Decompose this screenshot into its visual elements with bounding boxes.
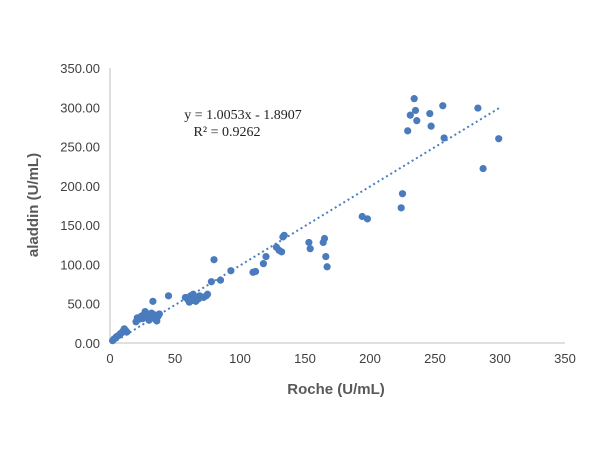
data-point xyxy=(262,252,270,261)
data-point xyxy=(411,106,420,115)
data-point xyxy=(322,252,330,261)
y-tick-label: 250.00 xyxy=(60,140,100,155)
y-tick-labels: 0.00 50.00 100.00 150.00 200.00 250.00 300.00 3… xyxy=(60,61,100,351)
y-tick-label: 350.00 xyxy=(60,61,100,76)
data-point xyxy=(426,109,434,118)
data-point xyxy=(323,263,331,271)
data-point xyxy=(410,95,418,103)
data-point xyxy=(474,104,482,112)
x-tick-label: 200 xyxy=(359,351,381,366)
y-tick-label: 0.00 xyxy=(75,336,100,351)
data-point xyxy=(363,215,371,223)
y-tick-label: 50.00 xyxy=(67,297,100,312)
data-point xyxy=(479,164,487,173)
data-point xyxy=(397,204,405,212)
data-point xyxy=(164,292,173,300)
data-point xyxy=(278,248,286,256)
data-point xyxy=(149,297,157,305)
data-points xyxy=(109,95,503,345)
data-point xyxy=(280,231,288,239)
y-tick-label: 100.00 xyxy=(60,257,100,272)
data-point xyxy=(404,127,412,135)
data-point xyxy=(413,117,421,125)
data-point xyxy=(439,102,447,110)
y-tick-label: 150.00 xyxy=(60,218,100,233)
y-tick-label: 300.00 xyxy=(60,100,100,115)
data-point xyxy=(398,190,407,198)
r-squared-label: R² = 0.9262 xyxy=(194,125,261,140)
data-point xyxy=(207,278,215,286)
regression-equation: y = 1.0053x - 1.8907 xyxy=(184,108,302,123)
data-point xyxy=(306,245,314,253)
plot-area xyxy=(109,68,565,344)
x-tick-label: 150 xyxy=(294,351,316,366)
trendline xyxy=(112,106,501,344)
x-tick-label: 300 xyxy=(489,351,511,366)
data-point xyxy=(305,238,313,247)
data-point xyxy=(406,111,414,119)
y-tick-label: 200.00 xyxy=(60,179,100,194)
data-point xyxy=(495,135,503,143)
x-tick-label: 50 xyxy=(168,351,182,366)
data-point xyxy=(216,276,225,284)
data-point xyxy=(227,267,235,275)
x-tick-label: 350 xyxy=(554,351,576,366)
data-point xyxy=(252,267,260,276)
data-point xyxy=(155,310,163,318)
x-tick-labels: 0 50 100 150 200 250 300 350 xyxy=(106,351,575,366)
x-axis-title: Roche (U/mL) xyxy=(287,381,385,398)
data-point xyxy=(123,328,131,336)
data-point xyxy=(427,122,435,130)
x-tick-label: 0 xyxy=(106,351,113,366)
data-point xyxy=(440,134,448,142)
x-tick-label: 100 xyxy=(229,351,251,366)
y-axis-title: aladdin (U/mL) xyxy=(25,153,42,257)
data-point xyxy=(320,234,329,243)
data-point xyxy=(210,256,218,264)
data-point xyxy=(203,290,212,298)
data-point xyxy=(259,260,267,268)
x-tick-label: 250 xyxy=(424,351,446,366)
